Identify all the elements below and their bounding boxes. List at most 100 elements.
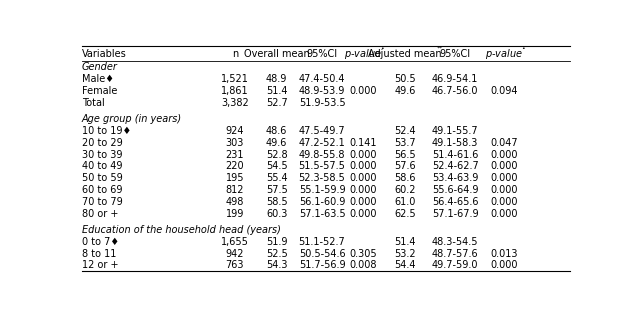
Text: 51.5-57.5: 51.5-57.5: [298, 162, 345, 171]
Text: 195: 195: [226, 173, 244, 183]
Text: 1,655: 1,655: [221, 237, 249, 247]
Text: 30 to 39: 30 to 39: [82, 150, 123, 160]
Text: 54.3: 54.3: [266, 261, 287, 271]
Text: Adjusted mean: Adjusted mean: [368, 49, 441, 59]
Text: 57.6: 57.6: [394, 162, 416, 171]
Text: 303: 303: [226, 138, 244, 148]
Text: 80 or +: 80 or +: [82, 209, 118, 219]
Text: 1,521: 1,521: [221, 74, 249, 84]
Text: 54.5: 54.5: [266, 162, 287, 171]
Text: 51.9: 51.9: [266, 237, 287, 247]
Text: 46.7-56.0: 46.7-56.0: [432, 86, 478, 96]
Text: 53.2: 53.2: [394, 249, 416, 259]
Text: 48.9-53.9: 48.9-53.9: [299, 86, 345, 96]
Text: 50.5-54.6: 50.5-54.6: [299, 249, 345, 259]
Text: 0.000: 0.000: [490, 197, 518, 207]
Text: 0.000: 0.000: [490, 150, 518, 160]
Text: Variables: Variables: [82, 49, 127, 59]
Text: 199: 199: [226, 209, 244, 219]
Text: 40 to 49: 40 to 49: [82, 162, 123, 171]
Text: 48.3-54.5: 48.3-54.5: [432, 237, 478, 247]
Text: 48.9: 48.9: [266, 74, 287, 84]
Text: 51.1-52.7: 51.1-52.7: [299, 237, 345, 247]
Text: 48.6: 48.6: [266, 126, 287, 136]
Text: 49.1-58.3: 49.1-58.3: [432, 138, 478, 148]
Text: 3,382: 3,382: [221, 98, 249, 108]
Text: Gender: Gender: [82, 62, 118, 72]
Text: 0.008: 0.008: [349, 261, 377, 271]
Text: 8 to 11: 8 to 11: [82, 249, 116, 259]
Text: 763: 763: [226, 261, 244, 271]
Text: 50.5: 50.5: [394, 74, 416, 84]
Text: 51.4: 51.4: [266, 86, 287, 96]
Text: 0.000: 0.000: [490, 162, 518, 171]
Text: 49.6: 49.6: [266, 138, 287, 148]
Text: 62.5: 62.5: [394, 209, 416, 219]
Text: 0.094: 0.094: [490, 86, 518, 96]
Text: 57.1-63.5: 57.1-63.5: [299, 209, 345, 219]
Text: 55.4: 55.4: [266, 173, 287, 183]
Text: 0.000: 0.000: [349, 162, 377, 171]
Text: n: n: [232, 49, 238, 59]
Text: 0.000: 0.000: [349, 197, 377, 207]
Text: 51.9-53.5: 51.9-53.5: [299, 98, 345, 108]
Text: 48.7-57.6: 48.7-57.6: [432, 249, 478, 259]
Text: 924: 924: [226, 126, 244, 136]
Text: •: •: [380, 46, 384, 51]
Text: 20 to 29: 20 to 29: [82, 138, 123, 148]
Text: 0.305: 0.305: [349, 249, 377, 259]
Text: •: •: [521, 46, 525, 51]
Text: 52.4: 52.4: [394, 126, 416, 136]
Text: 51.7-56.9: 51.7-56.9: [299, 261, 345, 271]
Text: 812: 812: [226, 185, 244, 195]
Text: 0.000: 0.000: [349, 209, 377, 219]
Text: 0.000: 0.000: [349, 86, 377, 96]
Text: 498: 498: [226, 197, 244, 207]
Text: 55.6-64.9: 55.6-64.9: [432, 185, 478, 195]
Text: Male♦: Male♦: [82, 74, 114, 84]
Text: Total: Total: [82, 98, 105, 108]
Text: 70 to 79: 70 to 79: [82, 197, 123, 207]
Text: 0.000: 0.000: [490, 173, 518, 183]
Text: 47.5-49.7: 47.5-49.7: [299, 126, 345, 136]
Text: 10 to 19♦: 10 to 19♦: [82, 126, 131, 136]
Text: 52.7: 52.7: [266, 98, 287, 108]
Text: 60.3: 60.3: [266, 209, 287, 219]
Text: 58.6: 58.6: [394, 173, 415, 183]
Text: 0.013: 0.013: [490, 249, 518, 259]
Text: 0.047: 0.047: [490, 138, 518, 148]
Text: 51.4-61.6: 51.4-61.6: [432, 150, 478, 160]
Text: 942: 942: [226, 249, 244, 259]
Text: 52.5: 52.5: [266, 249, 287, 259]
Text: 53.4-63.9: 53.4-63.9: [432, 173, 478, 183]
Text: 95%CI: 95%CI: [307, 49, 338, 59]
Text: $p$-value: $p$-value: [485, 47, 523, 60]
Text: $p$-value: $p$-value: [344, 47, 382, 60]
Text: 49.8-55.8: 49.8-55.8: [299, 150, 345, 160]
Text: 0.000: 0.000: [349, 173, 377, 183]
Text: 95%CI: 95%CI: [439, 49, 471, 59]
Text: 51.4: 51.4: [394, 237, 415, 247]
Text: 50 to 59: 50 to 59: [82, 173, 123, 183]
Text: 52.8: 52.8: [266, 150, 287, 160]
Text: 57.1-67.9: 57.1-67.9: [432, 209, 478, 219]
Text: 61.0: 61.0: [394, 197, 415, 207]
Text: 0.000: 0.000: [349, 150, 377, 160]
Text: 47.4-50.4: 47.4-50.4: [299, 74, 345, 84]
Text: 0.000: 0.000: [349, 185, 377, 195]
Text: 60.2: 60.2: [394, 185, 415, 195]
Text: 56.4-65.6: 56.4-65.6: [432, 197, 478, 207]
Text: 55.1-59.9: 55.1-59.9: [299, 185, 345, 195]
Text: 56.1-60.9: 56.1-60.9: [299, 197, 345, 207]
Text: Education of the household head (years): Education of the household head (years): [82, 225, 281, 235]
Text: 49.1-55.7: 49.1-55.7: [432, 126, 478, 136]
Text: 231: 231: [226, 150, 244, 160]
Text: 49.7-59.0: 49.7-59.0: [432, 261, 478, 271]
Text: Female: Female: [82, 86, 117, 96]
Text: 220: 220: [225, 162, 244, 171]
Text: 47.2-52.1: 47.2-52.1: [299, 138, 345, 148]
Text: 53.7: 53.7: [394, 138, 416, 148]
Text: 0.141: 0.141: [349, 138, 377, 148]
Text: 57.5: 57.5: [266, 185, 287, 195]
Text: 0.000: 0.000: [490, 261, 518, 271]
